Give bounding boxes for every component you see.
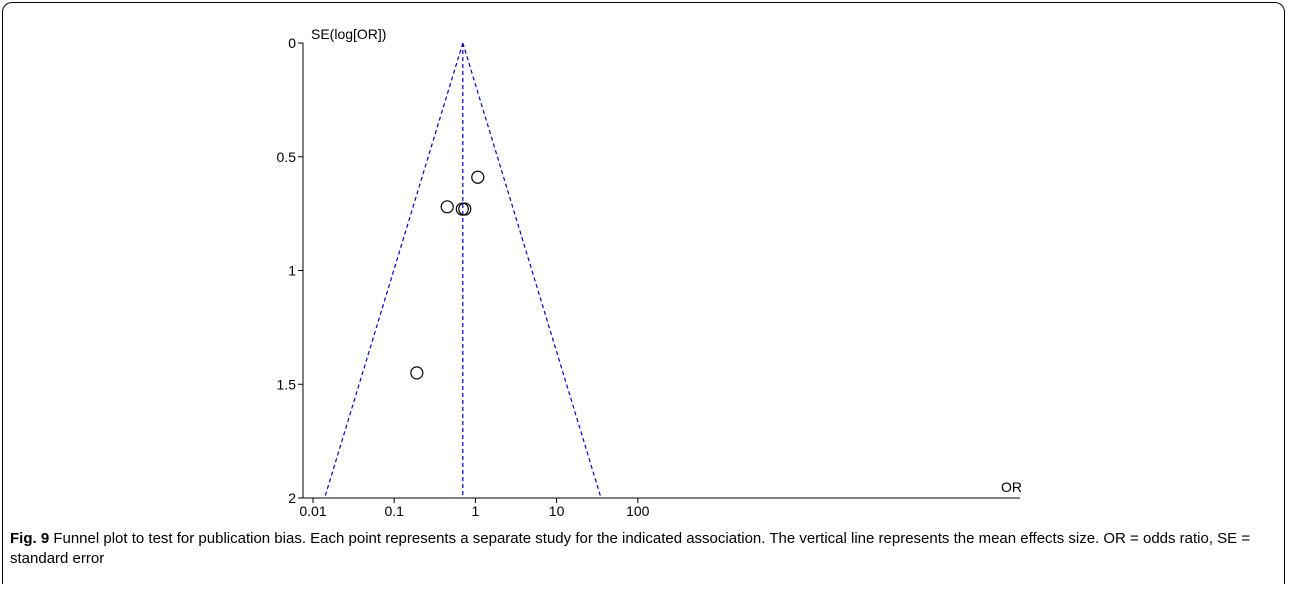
funnel-plot: 0 0.5 1 1.5 2 0.01 0.1 1 10 100 SE(log[OR]) OR [277, 26, 1022, 519]
x-tick-label: 10 [549, 503, 565, 519]
study-point [471, 170, 485, 184]
y-tick-label: 0.5 [277, 149, 297, 165]
x-tick-label: 0.1 [384, 503, 404, 519]
caption-text: Funnel plot to test for publication bias… [10, 530, 1251, 567]
funnel-right-line [462, 42, 602, 499]
funnel-lines [324, 42, 602, 499]
data-points [410, 170, 485, 380]
y-tick-label: 1 [288, 263, 296, 279]
figure-caption: Fig. 9 Funnel plot to test for publicati… [10, 529, 1282, 569]
y-tick-label: 0 [288, 35, 296, 51]
y-tick-label: 2 [288, 490, 296, 506]
y-tick-label: 1.5 [277, 376, 297, 392]
x-tick-label: 100 [626, 503, 650, 519]
study-point [440, 200, 454, 214]
study-point [410, 366, 424, 380]
caption-label: Fig. 9 [10, 530, 50, 547]
funnel-left-line [324, 42, 464, 499]
x-ticks: 0.01 0.1 1 10 100 [299, 498, 650, 519]
axes [302, 43, 1020, 499]
x-tick-label: 0.01 [299, 503, 326, 519]
y-ticks: 0 0.5 1 1.5 2 [277, 35, 303, 506]
x-axis-label: OR [1001, 479, 1022, 495]
x-tick-label: 1 [472, 503, 480, 519]
y-axis-label: SE(log[OR]) [311, 26, 386, 42]
study-point [458, 202, 472, 216]
